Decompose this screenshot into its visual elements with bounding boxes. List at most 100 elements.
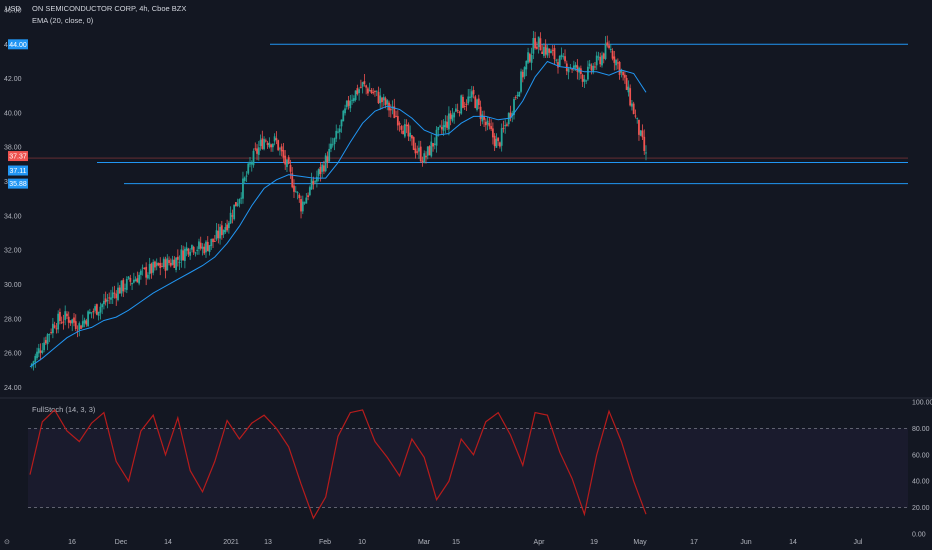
candle-body — [465, 103, 468, 106]
candle-body — [514, 96, 517, 98]
candle-body — [402, 130, 405, 135]
ema-indicator-label[interactable]: EMA (20, close, 0) — [32, 16, 94, 25]
candle-body — [602, 53, 605, 59]
candle-body — [361, 82, 364, 87]
candle-body — [192, 246, 195, 253]
candle-body — [597, 56, 600, 58]
candle-body — [368, 90, 371, 92]
candle-body — [132, 279, 135, 283]
candle-body — [359, 86, 362, 88]
candle-body — [567, 68, 570, 73]
candle-body — [44, 340, 47, 344]
candle-body — [240, 197, 243, 199]
candle-body — [36, 351, 38, 359]
time-tick-label: Jul — [854, 539, 863, 546]
candle-body — [523, 67, 526, 77]
candle-body — [229, 212, 232, 224]
candle-body — [74, 321, 77, 329]
candle-body — [194, 252, 197, 254]
candle-body — [342, 110, 345, 122]
candle-body — [638, 119, 640, 135]
candle-body — [310, 179, 313, 190]
candle-body — [632, 103, 635, 115]
symbol-title[interactable]: ON SEMICONDUCTOR CORP, 4h, Cboe BZX — [32, 4, 187, 13]
price-tick-label: 42.00 — [4, 76, 22, 83]
candle-body — [377, 91, 380, 104]
candle-body — [532, 38, 535, 54]
candle-body — [484, 121, 487, 126]
candle-body — [57, 313, 60, 330]
price-tick-label: 40.00 — [4, 110, 22, 117]
candle-body — [122, 279, 125, 292]
candle-body — [433, 143, 436, 145]
candle-body — [53, 325, 56, 328]
candle-body — [178, 261, 181, 263]
candle-body — [500, 128, 503, 146]
candle-body — [412, 137, 415, 150]
candle-body — [175, 257, 177, 271]
price-tag-label: 37.37 — [9, 154, 27, 161]
candle-body — [257, 147, 260, 155]
candle-body — [215, 230, 218, 240]
candle-body — [238, 199, 241, 204]
candle-body — [613, 56, 616, 63]
candle-body — [571, 68, 573, 70]
time-tick-label: 14 — [789, 539, 797, 546]
candle-body — [358, 89, 361, 93]
candle-body — [453, 112, 456, 118]
time-tick-label: 2021 — [223, 539, 239, 546]
candle-body — [224, 227, 227, 233]
candle-body — [389, 108, 392, 111]
candle-body — [296, 192, 299, 194]
candle-body — [490, 126, 493, 130]
candle-body — [328, 148, 331, 162]
candle-body — [425, 155, 427, 158]
candle-body — [34, 355, 37, 362]
candle-body — [110, 297, 112, 300]
candle-body — [147, 274, 149, 279]
stoch-axis: 100.00 80.00 60.00 40.00 20.00 0.00 — [912, 400, 932, 539]
candle-body — [393, 106, 396, 119]
candle-body — [189, 251, 192, 256]
candle-body — [340, 119, 343, 127]
candle-body — [173, 259, 176, 268]
candle-body — [236, 203, 239, 206]
candle-body — [55, 328, 58, 330]
candle-body — [171, 259, 174, 265]
candle-body — [208, 245, 211, 253]
candle-body — [426, 146, 429, 156]
candle-body — [155, 262, 158, 267]
candle-body — [625, 78, 628, 90]
candle-body — [46, 334, 49, 345]
candle-body — [32, 361, 35, 364]
candle-body — [548, 48, 551, 53]
candle-body — [620, 70, 623, 73]
candle-body — [231, 215, 234, 217]
candle-body — [90, 312, 93, 314]
candle-body — [64, 311, 67, 321]
candle-body — [615, 60, 617, 66]
candle-body — [521, 71, 524, 78]
candle-body — [486, 120, 489, 125]
candle-body — [463, 105, 466, 107]
candle-body — [558, 55, 561, 66]
candle-body — [588, 63, 591, 66]
candle-body — [73, 317, 75, 323]
candle-body — [154, 261, 156, 268]
candle-body — [601, 55, 603, 66]
candle-body — [520, 71, 522, 92]
candle-body — [592, 65, 595, 73]
candle-body — [530, 54, 533, 63]
candle-body — [331, 144, 334, 146]
stoch-tick-label: 0.00 — [912, 532, 926, 539]
candle-body — [541, 51, 544, 54]
candle-body — [509, 112, 512, 118]
candle-body — [335, 130, 338, 139]
candle-body — [491, 128, 494, 138]
candle-body — [48, 334, 51, 336]
candle-body — [273, 136, 276, 142]
candle-body — [595, 55, 598, 66]
candle-body — [562, 56, 565, 58]
stoch-indicator-label[interactable]: FullStoch (14, 3, 3) — [32, 405, 96, 414]
